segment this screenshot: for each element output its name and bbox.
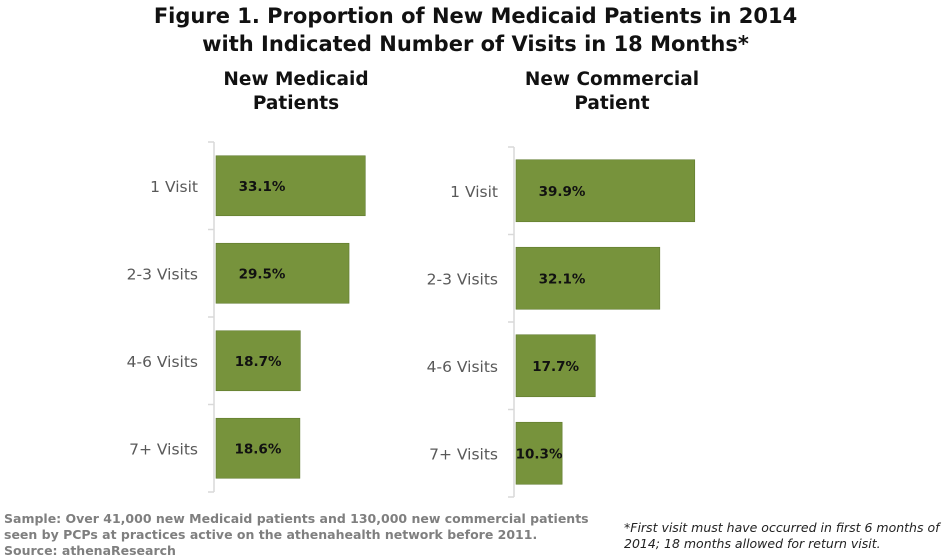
sample-footnote-line1: Sample: Over 41,000 new Medicaid patient… — [4, 511, 589, 526]
medicaid-data-label-1: 33.1% — [239, 179, 286, 195]
panel-title-commercial: New Commercial Patient — [502, 68, 722, 116]
commercial-category-label-2: 2-3 Visits — [427, 270, 498, 288]
source-footnote: Source: athenaResearch — [4, 543, 176, 558]
figure-title: Figure 1. Proportion of New Medicaid Pat… — [0, 2, 951, 58]
panel-title-medicaid-line2: Patients — [252, 93, 340, 114]
figure-title-line2: with Indicated Number of Visits in 18 Mo… — [202, 32, 749, 56]
sample-footnote: Sample: Over 41,000 new Medicaid patient… — [4, 511, 589, 559]
commercial-bar-2 — [515, 246, 661, 310]
commercial-bar-1 — [515, 159, 696, 223]
medicaid-category-label-4: 7+ Visits — [129, 440, 198, 458]
panel-title-medicaid: New Medicaid Patients — [196, 68, 396, 116]
commercial-data-label-2: 32.1% — [539, 271, 586, 287]
figure-title-line1: Figure 1. Proportion of New Medicaid Pat… — [153, 4, 798, 28]
commercial-category-label-4: 7+ Visits — [429, 445, 498, 463]
asterisk-footnote: *First visit must have occurred in first… — [624, 520, 940, 552]
asterisk-footnote-line2: 2014; 18 months allowed for return visit… — [624, 536, 881, 551]
medicaid-bar-1 — [215, 155, 366, 217]
medicaid-data-label-3: 18.7% — [235, 354, 282, 370]
medicaid-data-label-2: 29.5% — [239, 266, 286, 282]
panel-title-commercial-line2: Patient — [574, 93, 650, 114]
medicaid-bar-3 — [215, 330, 301, 392]
medicaid-bar-2 — [215, 242, 350, 304]
commercial-data-label-4: 10.3% — [516, 446, 563, 462]
asterisk-footnote-line1: *First visit must have occurred in first… — [624, 520, 940, 535]
medicaid-category-label-2: 2-3 Visits — [127, 265, 198, 283]
medicaid-data-label-4: 18.6% — [235, 441, 282, 457]
commercial-category-label-3: 4-6 Visits — [427, 358, 498, 376]
commercial-bar-3 — [515, 334, 596, 398]
commercial-data-label-1: 39.9% — [539, 184, 586, 200]
panel-title-commercial-line1: New Commercial — [524, 69, 700, 90]
medicaid-bar-4 — [215, 417, 301, 479]
commercial-category-label-1: 1 Visit — [450, 183, 498, 201]
medicaid-category-label-3: 4-6 Visits — [127, 353, 198, 371]
medicaid-category-label-1: 1 Visit — [150, 178, 198, 196]
panel-title-medicaid-line1: New Medicaid — [223, 69, 369, 90]
commercial-bar-4 — [515, 421, 563, 485]
commercial-data-label-3: 17.7% — [532, 359, 579, 375]
sample-footnote-line2: seen by PCPs at practices active on the … — [4, 527, 538, 542]
